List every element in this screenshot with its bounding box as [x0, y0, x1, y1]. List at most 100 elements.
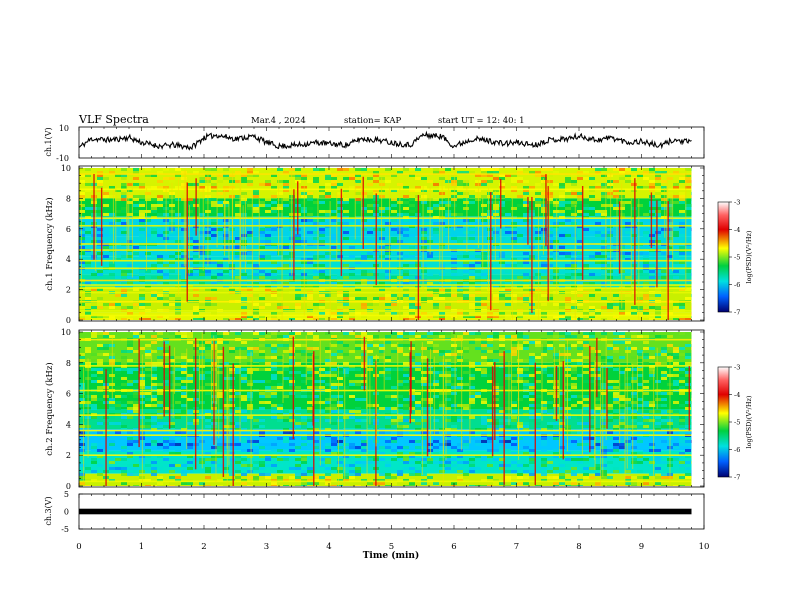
- ch2-spectrogram-cell: [361, 449, 367, 452]
- ch2-spectrogram-cell: [343, 353, 349, 356]
- ch1-spectrogram-cell: [631, 219, 637, 222]
- ch1-spectrogram-cell: [361, 282, 367, 285]
- ch1-spectrogram-cell: [337, 207, 343, 210]
- ch1-spectrogram-cell: [259, 258, 265, 261]
- ch2-spectrogram-cell: [661, 335, 667, 338]
- ch2-spectrogram-cell: [475, 440, 481, 443]
- ch2-spectrogram-cell: [169, 431, 175, 434]
- ch2-spectrogram-cell: [205, 347, 211, 350]
- ch2-spectrogram-cell: [187, 470, 193, 473]
- ch2-spectrogram-cell: [133, 392, 139, 395]
- ch2-spectrogram-cell: [247, 383, 253, 386]
- ch2-spectrogram-cell: [385, 464, 391, 467]
- ch2-spectrogram-cell: [673, 401, 679, 404]
- ch1-spectrogram-cell: [409, 168, 415, 171]
- ch1-spectrogram-cell: [277, 198, 283, 201]
- ch1-spectrogram-cell: [169, 303, 175, 306]
- ch2-spectrogram-cell: [601, 392, 607, 395]
- ch1-spectrogram-cell: [613, 180, 619, 183]
- ch2-spectrogram-cell: [589, 476, 595, 479]
- ch2-spectrogram-cell: [307, 410, 313, 413]
- ch2-spectrogram-cell: [583, 344, 589, 347]
- ch2-spectrogram-cell: [541, 437, 547, 440]
- ch1-spectrogram-cell: [223, 189, 229, 192]
- ch2-spectrogram-cell: [379, 446, 385, 449]
- ch2-spectrogram-cell: [679, 461, 685, 464]
- ch2-spectrogram-cell: [133, 464, 139, 467]
- ch2-spectrogram-cell: [595, 398, 601, 401]
- ch1-spectrogram-cell: [163, 303, 169, 306]
- ch2-spectrogram-cell: [499, 353, 505, 356]
- ch2-spectrogram-cell: [319, 410, 325, 413]
- ch1-spectrogram-cell: [193, 282, 199, 285]
- ch1-spectrogram-streak: [185, 168, 187, 280]
- ch2-spectrogram-cell: [517, 347, 523, 350]
- ch1-spectrogram-cell: [517, 180, 523, 183]
- ch1-spectrogram-cell: [673, 306, 679, 309]
- ch1-spectrogram-cell: [409, 189, 415, 192]
- ch2-spectrogram-cell: [481, 401, 487, 404]
- ch1-spectrogram-cell: [541, 258, 547, 261]
- ch1-spectrogram-cell: [649, 261, 655, 264]
- ch1-spectrogram-cell: [577, 246, 583, 249]
- ch2-spectrogram-cell: [649, 449, 655, 452]
- ch1-spectrogram-cell: [223, 204, 229, 207]
- ch1-spectrogram-streak: [466, 178, 468, 252]
- ch1-spectrogram-cell: [589, 198, 595, 201]
- ch1-spectrogram-cell: [319, 237, 325, 240]
- ch1-spectrogram-cell: [655, 246, 661, 249]
- ch2-spectrogram-cell: [157, 383, 163, 386]
- ch2-spectrogram-cell: [601, 386, 607, 389]
- ch2-spectrogram-cell: [457, 467, 463, 470]
- ch2-spectrogram-cell: [187, 479, 193, 482]
- ch1-spectrogram-cell: [91, 306, 97, 309]
- ch1-spectrogram-cell: [445, 201, 451, 204]
- ch2-spectrogram-cell: [619, 398, 625, 401]
- ch2-spectrogram-cell: [145, 425, 151, 428]
- ch2-spectrogram-cell: [451, 392, 457, 395]
- ch1-spectrogram-cell: [187, 294, 193, 297]
- ch1-spectrogram-cell: [439, 171, 445, 174]
- ch1-spectrogram-cell: [523, 213, 529, 216]
- ch1-spectrogram-cell: [547, 180, 553, 183]
- ch2-spectrogram-cell: [469, 383, 475, 386]
- ch2-spectrogram-cell: [79, 449, 85, 452]
- ch1-spectrogram-cell: [199, 258, 205, 261]
- ch2-spectrogram-cell: [451, 464, 457, 467]
- ch2-spectrogram-cell: [259, 353, 265, 356]
- ch1-spectrogram-streak: [171, 182, 173, 233]
- ch2-spectrogram-cell: [439, 362, 445, 365]
- ch1-spectrogram-cell: [169, 258, 175, 261]
- ch2-spectrogram-cell: [583, 395, 589, 398]
- ch1-spectrogram-cell: [553, 255, 559, 258]
- ch1-spectrogram-cell: [349, 177, 355, 180]
- ch1-spectrogram-cell: [421, 240, 427, 243]
- ch2-spectrogram-cell: [547, 401, 553, 404]
- ch2-spectrogram-cell: [409, 470, 415, 473]
- ch1-spectrogram-cell: [361, 207, 367, 210]
- ch1-spectrogram-cell: [151, 204, 157, 207]
- ch1-spectrogram-cell: [157, 180, 163, 183]
- ch2-spectrogram-cell: [577, 395, 583, 398]
- ch2-spectrogram-cell: [109, 467, 115, 470]
- ch1-spectrogram-cell: [631, 261, 637, 264]
- ch1-spectrogram-cell: [121, 195, 127, 198]
- ch1-spectrogram-cell: [211, 276, 217, 279]
- ch1-spectrogram-cell: [349, 255, 355, 258]
- ch1-spectrogram-cell: [433, 219, 439, 222]
- ch1-spectrogram-cell: [85, 261, 91, 264]
- ch1-spectrogram-cell: [625, 312, 631, 315]
- ch1-spectrogram-cell: [577, 201, 583, 204]
- ch1-spectrogram-streak: [482, 197, 484, 271]
- ch1-spectrogram-cell: [331, 198, 337, 201]
- ch1-spectrogram-cell: [487, 237, 493, 240]
- ch1-spectrogram-cell: [577, 198, 583, 201]
- ch1-spectrogram-cell: [241, 234, 247, 237]
- ch2-spectrogram-cell: [607, 380, 613, 383]
- ch1-spectrogram-cell: [523, 168, 529, 171]
- ch2-spectrogram-cell: [277, 458, 283, 461]
- ch1-spectrogram-cell: [667, 228, 673, 231]
- ch1-spectrogram-cell: [391, 198, 397, 201]
- ch2-spectrogram-cell: [121, 350, 127, 353]
- ch2-spectrogram-cell: [169, 443, 175, 446]
